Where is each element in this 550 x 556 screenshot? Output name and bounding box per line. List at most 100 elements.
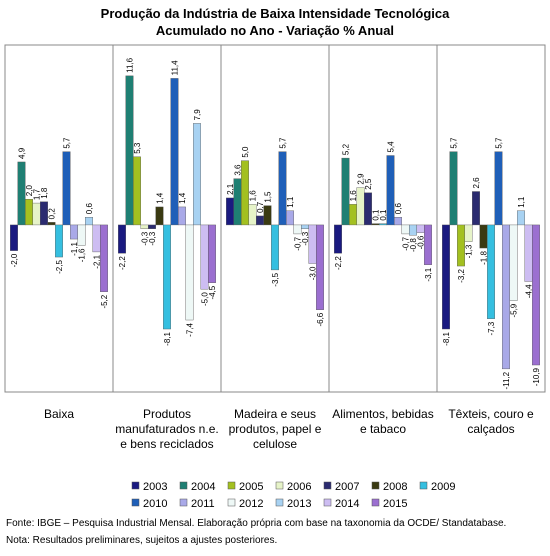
legend-swatch xyxy=(275,498,284,507)
x-tick-label: Baixa xyxy=(43,407,75,421)
value-label: -3,5 xyxy=(271,272,280,286)
value-label: -6,6 xyxy=(316,312,325,326)
bar xyxy=(248,204,257,226)
bar xyxy=(308,224,317,264)
value-label: 1,1 xyxy=(286,196,295,208)
bar xyxy=(517,210,525,226)
legend-swatch xyxy=(419,481,428,490)
plot-frame xyxy=(4,44,546,393)
legend-swatch xyxy=(131,481,140,490)
bar xyxy=(208,224,216,283)
bar xyxy=(341,157,350,226)
value-label: 5,2 xyxy=(342,143,351,155)
legend-label: 2010 xyxy=(143,498,167,510)
value-label: -0,3 xyxy=(141,231,150,245)
legend-label: 2009 xyxy=(431,481,455,493)
bar xyxy=(55,224,63,258)
legend-swatch xyxy=(371,481,380,490)
bar xyxy=(47,222,56,226)
value-label: -0,7 xyxy=(402,236,411,250)
value-label: 1,4 xyxy=(156,192,165,204)
bar xyxy=(133,156,141,226)
bar xyxy=(226,197,234,226)
value-label: -5,9 xyxy=(510,303,519,317)
value-label: -2,2 xyxy=(118,256,127,270)
bar xyxy=(77,224,86,246)
value-label: 11,6 xyxy=(126,57,135,73)
value-label: -0,8 xyxy=(409,238,418,252)
value-label: -8,1 xyxy=(442,331,451,345)
legend-swatch xyxy=(371,498,380,507)
value-label: 1,8 xyxy=(40,187,49,199)
bar xyxy=(394,217,402,226)
bar xyxy=(356,187,365,226)
value-label: -7,3 xyxy=(487,321,496,335)
value-label: 1,6 xyxy=(249,190,258,202)
chart-title: Produção da Indústria de Baixa Intensida… xyxy=(101,6,450,21)
bar xyxy=(532,224,540,366)
value-label: 0,2 xyxy=(48,208,57,220)
bar xyxy=(416,224,425,233)
bar xyxy=(85,217,93,226)
legend-label: 2014 xyxy=(335,498,359,510)
legend-label: 2004 xyxy=(191,481,215,493)
bar xyxy=(409,224,417,236)
bar xyxy=(379,223,387,226)
bar xyxy=(100,224,108,292)
bar xyxy=(256,215,264,226)
bar xyxy=(364,192,372,226)
bar xyxy=(386,155,395,226)
value-label: 5,7 xyxy=(495,137,504,149)
value-label: -4,4 xyxy=(525,284,534,298)
value-label: 5,0 xyxy=(241,146,250,158)
legend-swatch xyxy=(323,481,332,490)
value-label: -4,5 xyxy=(208,285,217,299)
legend-label: 2006 xyxy=(287,481,311,493)
value-label: 1,4 xyxy=(178,192,187,204)
bar xyxy=(509,224,518,301)
bar xyxy=(301,224,309,229)
bar xyxy=(424,224,432,265)
legend-label: 2015 xyxy=(383,498,407,510)
legend-swatch xyxy=(323,498,332,507)
value-label: 0,6 xyxy=(85,203,94,215)
x-tick-label: Têxteis, couro e calçados xyxy=(448,407,534,436)
value-label: 1,1 xyxy=(517,196,526,208)
value-label: 0,1 xyxy=(379,209,388,221)
bar xyxy=(125,75,134,226)
bar xyxy=(62,151,71,226)
value-label: 0,1 xyxy=(372,209,381,221)
bar xyxy=(494,151,503,226)
value-label: 5,7 xyxy=(63,137,72,149)
value-label: -1,8 xyxy=(480,251,489,265)
bar xyxy=(170,78,179,226)
value-label: 2,5 xyxy=(364,178,373,190)
bar xyxy=(233,178,242,226)
bar xyxy=(457,224,465,267)
value-label: -1,6 xyxy=(78,248,87,262)
bar xyxy=(241,160,249,226)
value-label: -2,5 xyxy=(55,260,64,274)
value-label: 2,6 xyxy=(472,177,481,189)
value-label: 1,7 xyxy=(33,188,42,200)
x-tick-label: Produtos manufaturados n.e. e bens recic… xyxy=(115,407,219,451)
source-note: Fonte: IBGE – Pesquisa Industrial Mensal… xyxy=(6,518,507,529)
x-tick-label: Alimentos, bebidas e tabaco xyxy=(332,407,434,436)
bar xyxy=(155,206,164,226)
value-label: -8,1 xyxy=(163,331,172,345)
x-tick-label: Madeira e seus produtos, papel e celulos… xyxy=(228,407,322,451)
value-label: 5,7 xyxy=(450,137,459,149)
bar xyxy=(487,224,495,319)
value-label: 2,0 xyxy=(25,185,34,197)
value-label: 5,7 xyxy=(279,137,288,149)
legend-swatch xyxy=(275,481,284,490)
bar xyxy=(118,224,126,254)
value-label: 5,4 xyxy=(387,141,396,153)
value-label: -0,3 xyxy=(148,231,157,245)
bar xyxy=(464,224,473,242)
legend-label: 2003 xyxy=(143,481,167,493)
value-label: -3,2 xyxy=(457,269,466,283)
value-label: -2,2 xyxy=(334,256,343,270)
